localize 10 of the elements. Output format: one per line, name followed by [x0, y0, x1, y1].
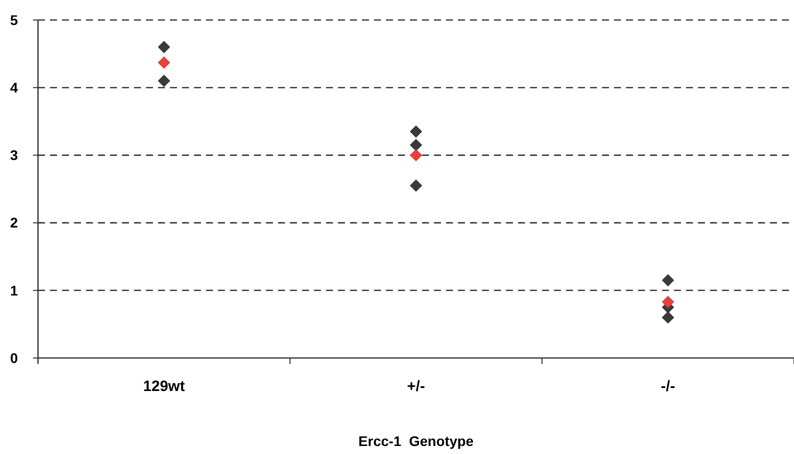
x-tick-label: 129wt [143, 378, 185, 395]
y-tick-label: 3 [10, 147, 18, 164]
x-tick-label: +/- [407, 378, 425, 395]
y-tick-label: 5 [10, 12, 18, 28]
x-tick-label: -/- [660, 378, 676, 395]
y-tick-label: 1 [10, 282, 18, 298]
y-tick-label: 0 [10, 350, 18, 366]
y-tick-label: 4 [10, 80, 18, 96]
x-axis-title: Ercc-1 Genotype [358, 433, 474, 449]
y-tick-label: 2 [10, 214, 18, 231]
